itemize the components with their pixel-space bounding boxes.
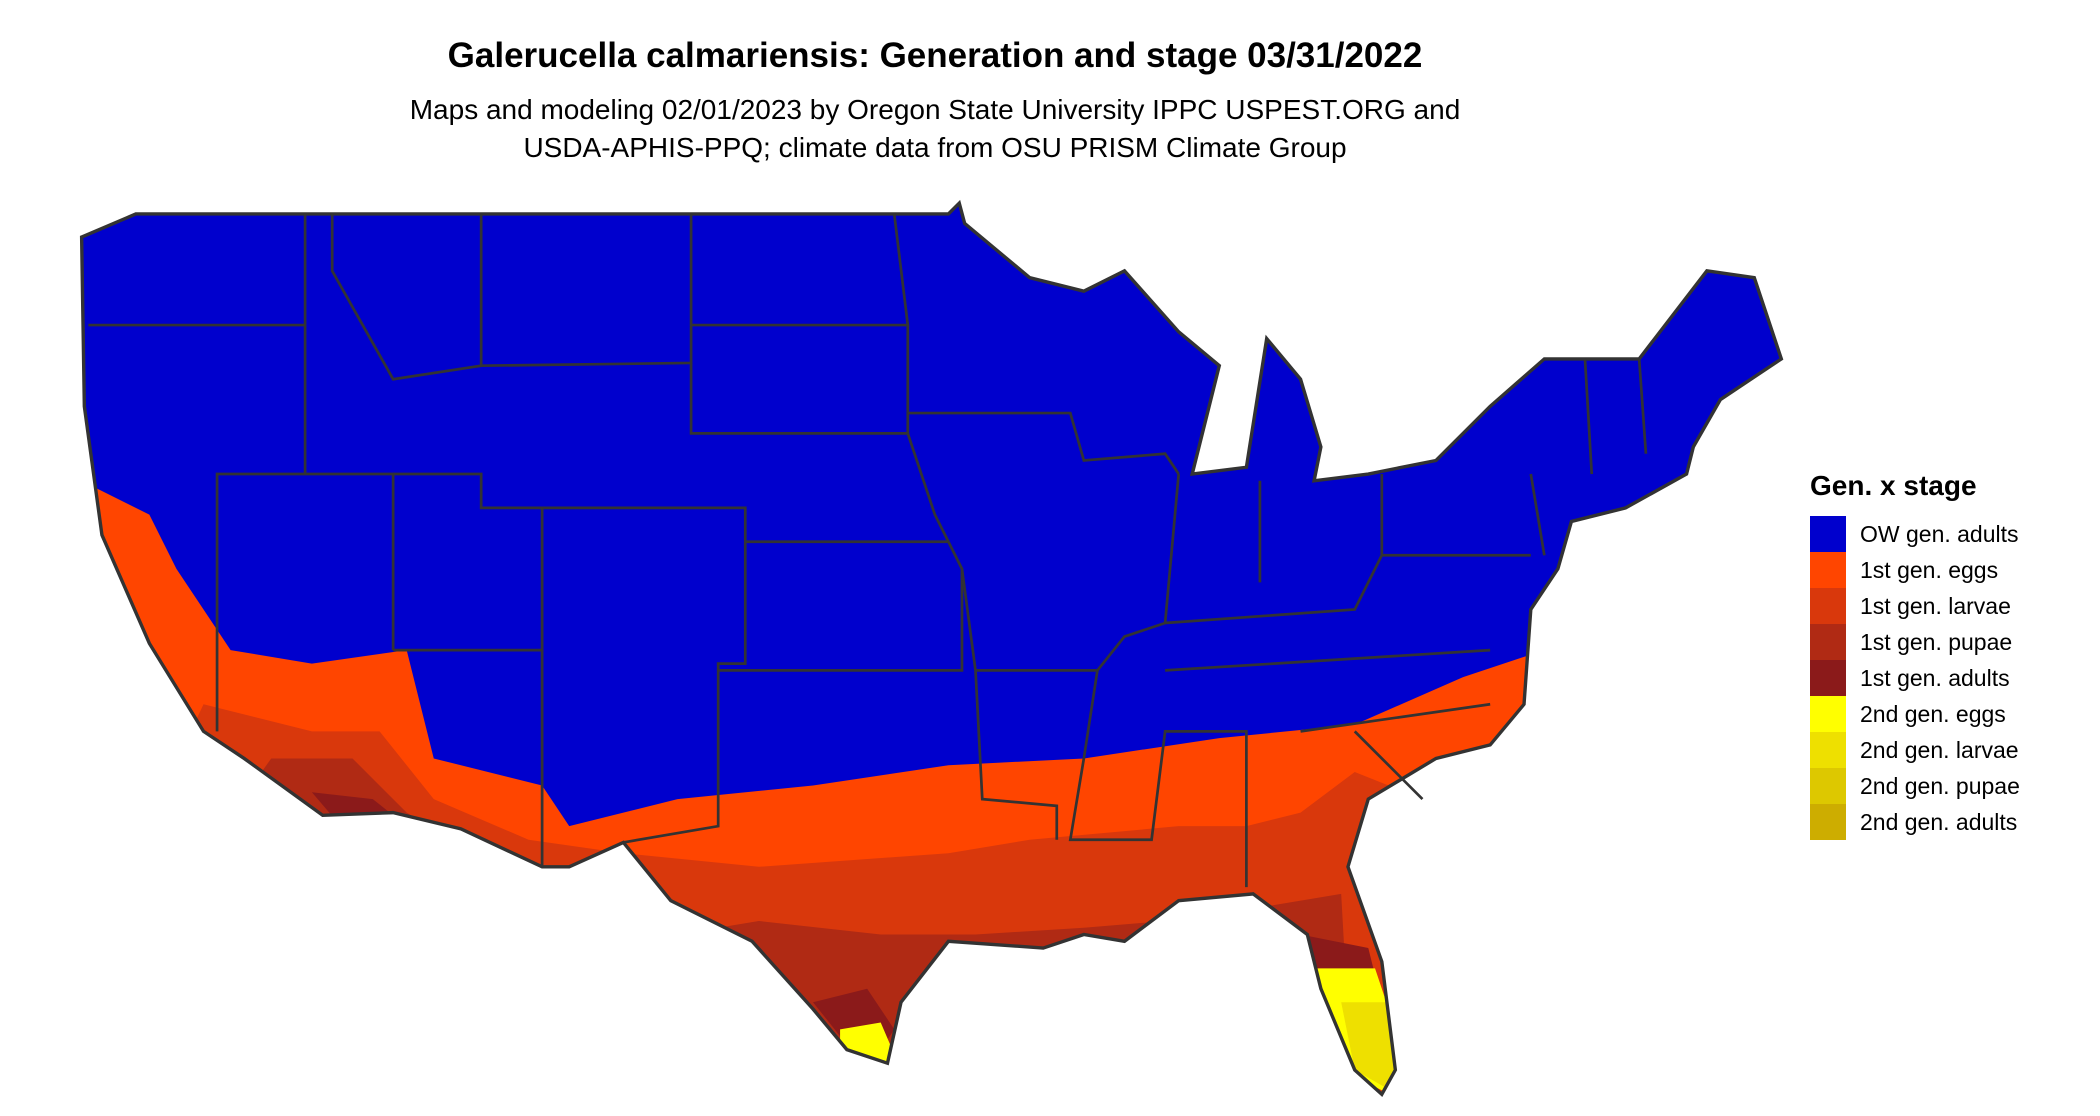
legend-label: 2nd gen. larvae xyxy=(1860,736,2019,763)
legend-swatch xyxy=(1810,552,1846,588)
map-title: Galerucella calmariensis: Generation and… xyxy=(447,36,1423,75)
legend-label: 1st gen. pupae xyxy=(1860,628,2013,655)
legend-swatch xyxy=(1810,768,1846,804)
legend-label: 2nd gen. pupae xyxy=(1860,772,2020,799)
legend-label: 2nd gen. eggs xyxy=(1860,700,2006,727)
legend-item: 1st gen. larvae xyxy=(1810,588,2020,624)
legend-label: 1st gen. adults xyxy=(1860,664,2010,691)
legend-label: 1st gen. eggs xyxy=(1860,556,1999,583)
legend-swatch xyxy=(1810,516,1846,552)
legend-swatch xyxy=(1810,696,1846,732)
legend-swatch xyxy=(1810,660,1846,696)
legend-item: 2nd gen. adults xyxy=(1810,804,2020,840)
map-subtitle-line-2: USDA-APHIS-PPQ; climate data from OSU PR… xyxy=(523,132,1347,163)
legend-swatch xyxy=(1810,804,1846,840)
region-2nd-gen-eggs xyxy=(840,968,1396,1095)
legend-item: OW gen. adults xyxy=(1810,516,2020,552)
region-ow-gen-adults xyxy=(81,203,1782,1095)
legend-item: 1st gen. pupae xyxy=(1810,624,2020,660)
legend-item: 2nd gen. eggs xyxy=(1810,696,2020,732)
legend-item: 1st gen. eggs xyxy=(1810,552,2020,588)
legend-label: 2nd gen. adults xyxy=(1860,808,2018,835)
legend-swatch xyxy=(1810,732,1846,768)
legend-item: 2nd gen. larvae xyxy=(1810,732,2020,768)
region-1st-gen-adults xyxy=(311,792,1376,1070)
legend-title: Gen. x stage xyxy=(1810,470,1977,501)
map-subtitle-line-1: Maps and modeling 02/01/2023 by Oregon S… xyxy=(409,94,1461,125)
legend-item: 1st gen. adults xyxy=(1810,660,2020,696)
legend: Gen. x stage OW gen. adults 1st gen. eggs… xyxy=(1810,470,2020,840)
legend-label: 1st gen. larvae xyxy=(1860,592,2011,619)
legend-swatch xyxy=(1810,588,1846,624)
legend-label: OW gen. adults xyxy=(1860,520,2019,547)
legend-swatch xyxy=(1810,624,1846,660)
state-borders xyxy=(88,213,1648,888)
legend-item: 2nd gen. pupae xyxy=(1810,768,2020,804)
region-2nd-gen-larvae xyxy=(1341,1002,1403,1095)
